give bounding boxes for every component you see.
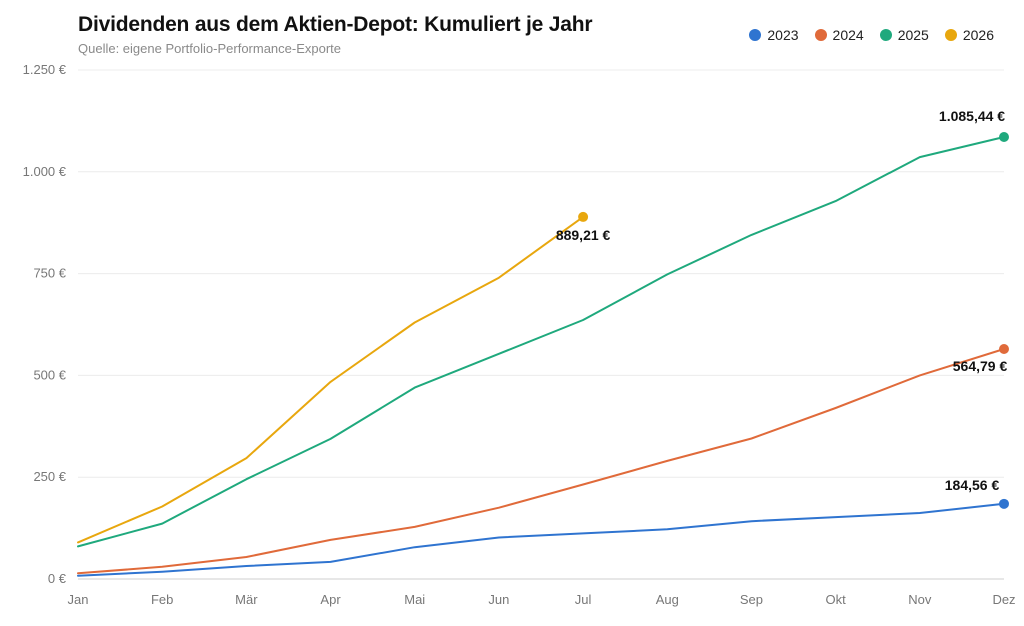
end-value-label-2024: 564,79 €: [953, 358, 1008, 374]
x-tick-label: Nov: [908, 592, 932, 607]
end-value-label-2025: 1.085,44 €: [939, 108, 1005, 124]
x-tick-label: Mai: [404, 592, 425, 607]
series-line-2025: [77, 136, 1005, 548]
end-point-2026: [578, 211, 589, 222]
legend-item-2025[interactable]: 2025: [879, 27, 929, 43]
legend-label-2023: 2023: [767, 27, 799, 43]
y-tick-label: 750 €: [33, 266, 66, 281]
x-tick-label: Okt: [826, 592, 847, 607]
series-line-2026: [77, 215, 585, 544]
y-tick-label: 0 €: [48, 571, 67, 586]
y-tick-label: 1.250 €: [23, 62, 67, 77]
legend: 2023 2024 2025 2026: [749, 27, 994, 43]
x-tick-label: Aug: [656, 592, 679, 607]
legend-marker-2023: [749, 29, 762, 41]
legend-marker-2025: [879, 29, 892, 41]
x-tick-label: Mär: [235, 592, 258, 607]
end-point-2023: [999, 498, 1009, 509]
x-tick-label: Dez: [992, 592, 1015, 607]
legend-item-2026[interactable]: 2026: [944, 27, 994, 43]
legend-marker-2024: [814, 29, 827, 41]
series-line-2023: [77, 502, 1005, 577]
x-tick-label: Jun: [488, 592, 509, 607]
x-tick-label: Jan: [68, 592, 89, 607]
y-tick-label: 1.000 €: [23, 164, 67, 179]
x-tick-label: Feb: [151, 592, 173, 607]
legend-label-2024: 2024: [832, 27, 864, 43]
legend-item-2023[interactable]: 2023: [749, 27, 799, 43]
end-value-label-2026: 889,21 €: [556, 227, 611, 243]
end-point-2025: [999, 132, 1009, 143]
end-value-label-2023: 184,56 €: [945, 477, 1000, 493]
y-tick-label: 250 €: [33, 469, 66, 484]
legend-item-2024[interactable]: 2024: [814, 27, 864, 43]
series-line-2024: [77, 348, 1005, 575]
x-tick-label: Apr: [320, 592, 341, 607]
chart-subtitle: Quelle: eigene Portfolio-Performance-Exp…: [78, 41, 342, 56]
x-tick-label: Sep: [740, 592, 763, 607]
chart-title: Dividenden aus dem Aktien-Depot: Kumulie…: [78, 13, 593, 36]
legend-label-2026: 2026: [962, 27, 994, 43]
legend-marker-2026: [944, 29, 957, 41]
x-tick-label: Jul: [575, 592, 592, 607]
end-point-2024: [999, 344, 1009, 355]
legend-label-2025: 2025: [897, 27, 929, 43]
y-tick-label: 500 €: [33, 367, 66, 382]
